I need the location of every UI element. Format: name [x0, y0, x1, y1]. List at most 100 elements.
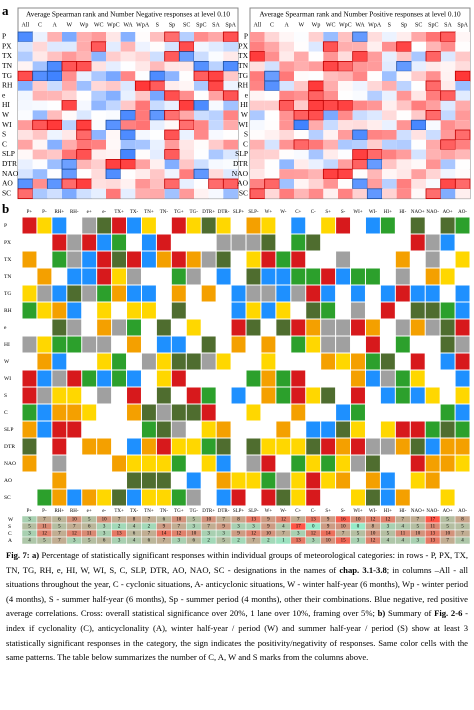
heat-cell: [411, 179, 426, 189]
summary-cell: [141, 438, 156, 455]
heat-cell: [208, 70, 224, 82]
table-value: 3: [237, 525, 240, 530]
summary-cell: [37, 234, 52, 251]
column-label: Sp: [169, 22, 175, 28]
column-label: SpA: [457, 22, 468, 28]
summary-cell: [276, 438, 291, 455]
summary-cell: [351, 336, 365, 353]
heat-cell: [135, 61, 150, 72]
summary-cell: [291, 387, 306, 404]
heat-cell: [164, 81, 180, 91]
summary-cell: [395, 285, 410, 302]
summary-cell: [97, 251, 112, 268]
summary-cell: [127, 336, 141, 353]
heat-cell: [61, 178, 78, 190]
summary-cell: [112, 302, 127, 319]
heat-cell: [135, 100, 150, 111]
row-label: TX: [2, 51, 13, 60]
heat-cell: [426, 130, 441, 140]
row-label: e: [2, 90, 6, 99]
heat-cell: [411, 110, 426, 121]
summary-cell: [216, 472, 231, 489]
heat-cell: [135, 51, 150, 62]
heat-cell: [178, 51, 195, 62]
summary-cell: [97, 489, 112, 506]
summary-cell: [231, 421, 246, 438]
summary-cell: [82, 404, 97, 421]
heat-cell: [396, 139, 412, 150]
heat-cell: [338, 159, 353, 170]
heat-cell: [76, 139, 92, 150]
row-label: TN: [4, 274, 11, 280]
summary-cell: [22, 353, 37, 370]
heat-cell: [323, 159, 338, 170]
summary-cell: [231, 404, 246, 421]
heat-cell: [179, 71, 194, 81]
heat-cell: [222, 90, 239, 102]
heat-cell: [76, 188, 92, 199]
heat-cell: [164, 90, 180, 102]
summary-cell: [52, 268, 67, 285]
heat-cell: [382, 179, 397, 189]
summary-cell: [365, 370, 380, 387]
heat-cell: [308, 130, 324, 140]
heat-cell: [47, 110, 62, 121]
table-value: 7: [58, 539, 61, 544]
summary-cell: [261, 455, 276, 472]
heat-cell: [396, 71, 412, 81]
summary-cell: [336, 489, 351, 506]
table-value: 3: [192, 525, 195, 530]
summary-cell: [365, 472, 380, 489]
heat-cell: [396, 149, 412, 160]
heat-cell: [279, 90, 294, 101]
heat-cell: [293, 139, 310, 151]
heat-cell: [18, 100, 33, 111]
heat-cell: [62, 90, 77, 101]
heat-cell: [250, 120, 265, 130]
summary-cell: [425, 489, 440, 506]
summary-cell: [351, 489, 365, 506]
summary-cell: [276, 217, 291, 234]
summary-cell: [22, 285, 37, 302]
row-label: W: [4, 359, 10, 365]
summary-cell: [321, 319, 336, 336]
column-label: TN-: [160, 210, 169, 215]
summary-cell: [186, 438, 201, 455]
heat-cell: [120, 100, 136, 111]
summary-cell: [276, 336, 291, 353]
heat-cell: [396, 159, 412, 170]
heat-cell: [382, 169, 397, 179]
table-value: 5: [28, 525, 31, 530]
heat-cell: [440, 110, 456, 121]
summary-cell: [261, 319, 276, 336]
heat-cell: [338, 149, 353, 160]
heat-cell: [222, 61, 239, 72]
summary-cell: [231, 302, 246, 319]
heat-cell: [440, 71, 456, 81]
column-label: WI+: [353, 509, 362, 514]
summary-cell: [425, 319, 440, 336]
summary-cell: [171, 234, 186, 251]
heat-cell: [106, 100, 121, 111]
heat-cell: [134, 80, 151, 92]
summary-cell: [395, 370, 410, 387]
heat-cell: [208, 159, 224, 170]
row-label: RH: [4, 308, 12, 314]
summary-cell: [276, 285, 291, 302]
heat-cell: [18, 159, 33, 170]
summary-cell: [216, 421, 231, 438]
summary-cell: [365, 353, 380, 370]
column-label: Wp: [312, 22, 321, 28]
summary-cell: [156, 387, 171, 404]
summary-cell: [67, 336, 82, 353]
column-label: SpA: [225, 22, 236, 28]
summary-cell: [186, 251, 201, 268]
column-label: TN+: [144, 509, 154, 514]
heat-cell: [250, 100, 265, 111]
summary-cell: [395, 387, 410, 404]
panel-letter: b: [2, 201, 9, 216]
summary-cell: [246, 319, 261, 336]
column-label: AO+: [443, 509, 453, 514]
heat-cell: [179, 110, 194, 121]
summary-cell: [112, 234, 127, 251]
